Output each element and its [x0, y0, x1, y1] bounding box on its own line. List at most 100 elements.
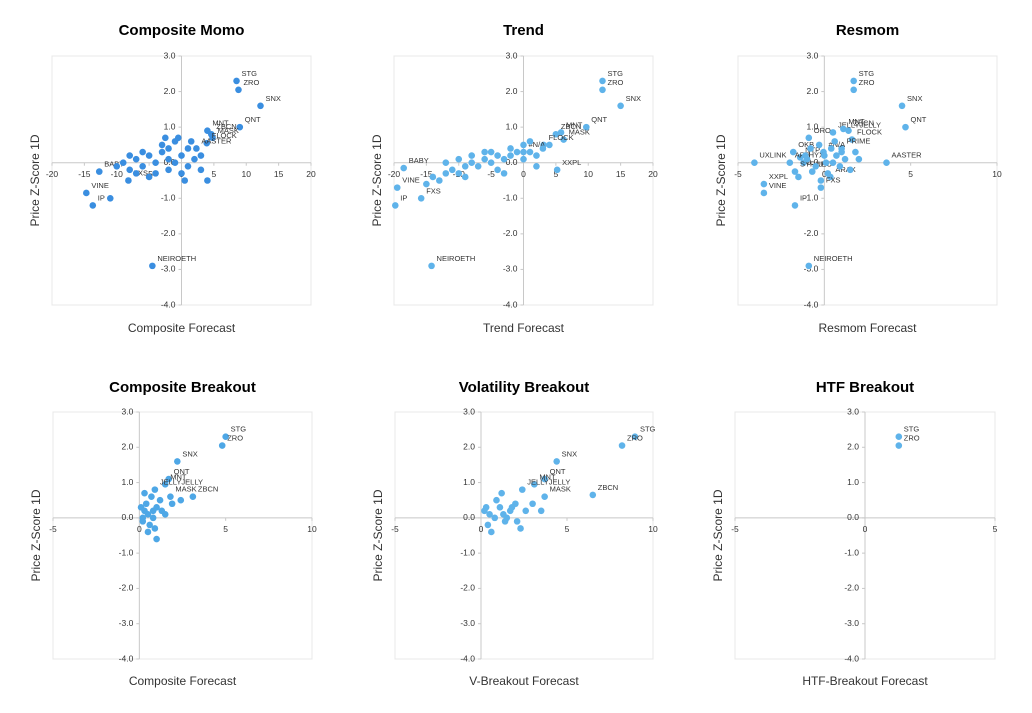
y-tick-label: 3.0	[122, 406, 134, 416]
data-point	[184, 162, 192, 170]
y-tick-label: 3.0	[164, 50, 176, 60]
y-tick-label: -4.0	[503, 299, 518, 309]
data-point	[518, 486, 526, 493]
point-label: ZRO	[859, 78, 875, 87]
data-point	[400, 164, 408, 172]
data-point	[158, 507, 166, 515]
data-point	[520, 141, 527, 149]
data-point	[158, 141, 166, 149]
data-point	[144, 511, 152, 518]
data-point	[848, 136, 856, 143]
data-point	[203, 139, 211, 147]
point-label: ARAX	[835, 165, 855, 174]
data-point	[481, 155, 488, 163]
point-label: SNX	[907, 94, 922, 103]
x-tick-label: 0	[822, 169, 827, 179]
y-tick-label: 0.0	[506, 157, 518, 167]
data-point	[883, 159, 890, 167]
data-point	[236, 123, 244, 131]
point-label: STG	[231, 425, 247, 434]
point-label: FLOCK	[212, 131, 237, 140]
x-axis-label: V-Breakout Forecast	[469, 674, 579, 688]
data-point	[448, 166, 456, 174]
data-point	[165, 145, 172, 152]
data-point	[507, 152, 514, 159]
data-point	[529, 500, 536, 508]
point-label: FXS	[133, 168, 148, 177]
data-point	[895, 442, 903, 449]
plot-frame	[394, 411, 654, 660]
y-tick-label: -1.0	[844, 547, 859, 557]
chart-title: HTF Breakout	[816, 379, 914, 396]
data-point	[539, 145, 547, 152]
data-point	[487, 148, 495, 156]
y-tick-label: -4.0	[804, 299, 819, 309]
data-point	[789, 148, 797, 156]
data-point	[751, 159, 758, 167]
data-point	[113, 162, 121, 170]
data-point	[233, 77, 240, 85]
data-point	[599, 86, 606, 94]
point-label: IP	[800, 193, 807, 202]
data-point	[557, 129, 565, 136]
point-label: ZRO	[904, 434, 920, 443]
x-tick-label: 15	[616, 169, 626, 179]
data-point	[165, 155, 172, 163]
point-label: ZRO	[627, 434, 643, 443]
point-label: SNX	[265, 94, 280, 103]
data-point	[149, 507, 157, 515]
data-point	[827, 145, 835, 152]
data-point	[520, 155, 527, 163]
x-tick-label: 0	[137, 524, 142, 534]
data-point	[631, 433, 639, 441]
data-point	[855, 155, 863, 163]
point-label: ZRO	[227, 434, 243, 443]
x-tick-label: -5	[487, 169, 495, 179]
data-point	[162, 134, 169, 142]
y-tick-label: 0.0	[122, 512, 134, 522]
x-tick-label: 0	[479, 524, 484, 534]
data-point	[494, 166, 501, 174]
data-point	[139, 514, 147, 522]
data-point	[481, 148, 488, 156]
point-label: #N/A	[828, 140, 845, 149]
point-label: ZBCN	[854, 119, 874, 128]
point-label: NEIROETH	[437, 254, 476, 263]
plot-frame	[52, 411, 313, 660]
data-point	[89, 202, 97, 209]
point-label: SNX	[626, 94, 641, 103]
data-point	[829, 129, 837, 136]
point-label: ZBCN	[216, 122, 236, 131]
data-point	[393, 184, 401, 191]
point-label: STG	[242, 69, 258, 78]
data-point	[417, 194, 425, 202]
y-tick-label: -2.0	[503, 228, 518, 238]
data-point	[486, 511, 493, 518]
data-point	[526, 148, 534, 156]
data-point	[187, 138, 195, 145]
data-point	[517, 525, 524, 532]
y-tick-label: -3.0	[844, 618, 859, 628]
data-point	[541, 493, 548, 500]
data-point	[142, 500, 150, 508]
x-tick-label: -15	[78, 169, 91, 179]
point-label: QNT	[591, 115, 607, 124]
point-label: NEIROETH	[814, 254, 853, 263]
data-point	[482, 503, 490, 511]
y-tick-label: -3.0	[460, 618, 475, 628]
point-label: ZRO	[607, 78, 623, 87]
data-point	[850, 77, 857, 85]
data-point	[902, 123, 909, 131]
x-axis-label: HTF-Breakout Forecast	[802, 674, 928, 688]
x-tick-label: -5	[391, 524, 399, 534]
y-axis-label: Price Z-Score 1D	[371, 489, 385, 581]
data-point	[812, 162, 819, 170]
data-point	[153, 535, 160, 543]
data-point	[817, 184, 825, 191]
y-tick-label: 2.0	[506, 86, 518, 96]
point-label: QNT	[550, 467, 566, 476]
data-point	[560, 136, 567, 143]
data-point	[235, 86, 242, 94]
point-label: STG	[904, 425, 920, 434]
x-tick-label: 5	[223, 524, 228, 534]
